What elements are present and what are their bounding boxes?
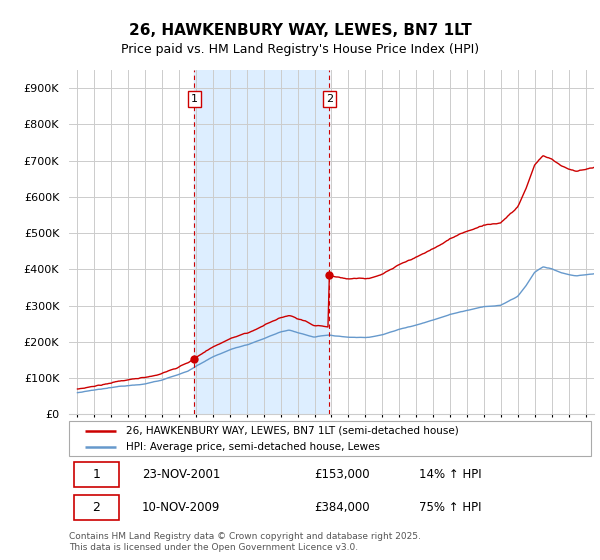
Text: 1: 1 [92, 468, 100, 481]
Bar [194, 70, 329, 414]
FancyBboxPatch shape [69, 421, 591, 456]
Text: 10-NOV-2009: 10-NOV-2009 [142, 501, 220, 514]
Text: Contains HM Land Registry data © Crown copyright and database right 2025.
This d: Contains HM Land Registry data © Crown c… [69, 531, 421, 553]
Text: 26, HAWKENBURY WAY, LEWES, BN7 1LT: 26, HAWKENBURY WAY, LEWES, BN7 1LT [128, 24, 472, 38]
Text: 75% ↑ HPI: 75% ↑ HPI [419, 501, 481, 514]
Text: 23-NOV-2001: 23-NOV-2001 [142, 468, 220, 481]
Text: £153,000: £153,000 [314, 468, 370, 481]
Text: 2: 2 [326, 94, 333, 104]
Text: 2: 2 [92, 501, 100, 514]
FancyBboxPatch shape [74, 462, 119, 487]
Text: £384,000: £384,000 [314, 501, 370, 514]
Text: 1: 1 [191, 94, 198, 104]
Text: 26, HAWKENBURY WAY, LEWES, BN7 1LT (semi-detached house): 26, HAWKENBURY WAY, LEWES, BN7 1LT (semi… [127, 426, 459, 436]
FancyBboxPatch shape [74, 496, 119, 520]
Text: Price paid vs. HM Land Registry's House Price Index (HPI): Price paid vs. HM Land Registry's House … [121, 43, 479, 56]
Text: 14% ↑ HPI: 14% ↑ HPI [419, 468, 481, 481]
Text: HPI: Average price, semi-detached house, Lewes: HPI: Average price, semi-detached house,… [127, 442, 380, 452]
